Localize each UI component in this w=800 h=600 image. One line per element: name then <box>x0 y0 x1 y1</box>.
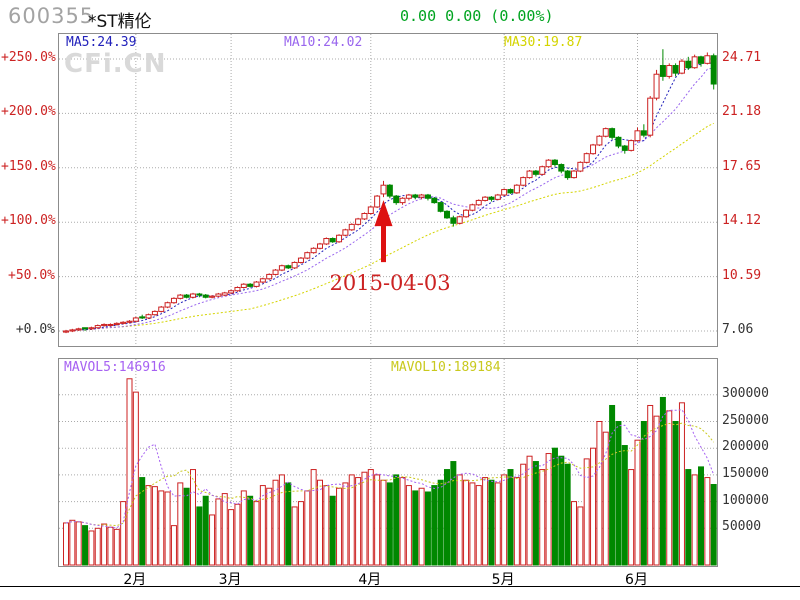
volume-axis-tick: 250000 <box>722 412 769 428</box>
month-label: 4月 <box>358 572 382 588</box>
annotation-date-label: 2015-04-03 <box>329 271 451 296</box>
month-label: 5月 <box>491 572 515 588</box>
price-axis-tick: 10.59 <box>722 267 762 283</box>
percent-axis-tick: +100.0% <box>1 213 56 229</box>
volume-axis-tick: 300000 <box>722 385 769 401</box>
percent-axis-tick: +200.0% <box>1 104 56 120</box>
legend-mavol10: MAVOL10:189184 <box>391 360 501 375</box>
stock-name: *ST精伦 <box>88 12 152 32</box>
stock-code: 600355 <box>8 4 95 28</box>
volume-axis-tick: 200000 <box>722 439 769 455</box>
price-axis-tick: 14.12 <box>722 213 762 229</box>
legend-ma5: MA5:24.39 <box>66 35 137 50</box>
percent-axis-tick: +0.0% <box>15 322 55 337</box>
volume-axis-tick: 100000 <box>722 492 769 508</box>
watermark: CFi.CN <box>64 49 167 79</box>
legend-ma10: MA10:24.02 <box>284 35 363 50</box>
price-pane: CFi.CN MA5:24.39 MA10:24.02 MA30:19.87 <box>58 33 718 347</box>
price-axis-tick: 24.71 <box>722 50 762 65</box>
quote-change: 0.00 0.00 (0.00%) <box>400 7 554 25</box>
month-label: 6月 <box>625 572 648 588</box>
percent-axis-tick: +50.0% <box>8 267 55 283</box>
volume-pane: MAVOL5:146916 MAVOL10:189184 <box>58 358 718 567</box>
price-axis-tick: 21.18 <box>722 104 762 120</box>
percent-axis-tick: +150.0% <box>1 158 56 174</box>
legend-mavol5: MAVOL5:146916 <box>64 360 166 375</box>
bottom-border-line <box>0 586 800 587</box>
month-label: 2月 <box>123 572 147 588</box>
percent-axis-tick: +250.0% <box>1 50 56 65</box>
volume-axis-tick: 50000 <box>722 519 762 535</box>
volume-chart[interactable] <box>59 359 717 566</box>
volume-axis-tick: 150000 <box>722 465 769 481</box>
month-label: 3月 <box>218 572 242 588</box>
candlestick-chart[interactable] <box>59 34 717 346</box>
price-axis-tick: 7.06 <box>722 322 754 337</box>
price-axis-tick: 17.65 <box>722 158 762 174</box>
legend-ma30: MA30:19.87 <box>504 35 583 50</box>
